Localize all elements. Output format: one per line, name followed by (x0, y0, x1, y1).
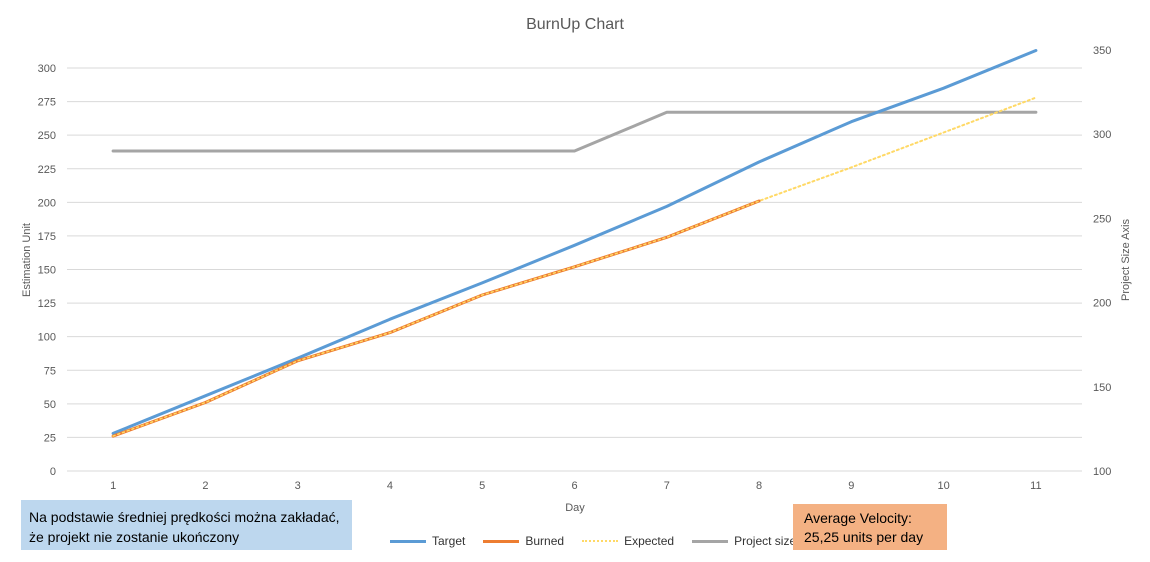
y-tick-label: 75 (44, 365, 56, 377)
legend-item-target: Target (390, 534, 465, 548)
legend-swatch (692, 539, 729, 543)
legend-label: Expected (624, 534, 675, 548)
y-tick-label: 175 (38, 231, 56, 243)
legend-swatch (483, 539, 520, 543)
x-tick-label: 9 (848, 480, 854, 492)
y2-tick-label: 100 (1093, 466, 1111, 478)
y-axis-label: Estimation Unit (21, 223, 33, 297)
legend-label: Project size (734, 534, 797, 548)
y-tick-label: 275 (38, 97, 56, 109)
x-tick-label: 4 (387, 480, 393, 492)
y-tick-label: 200 (38, 197, 56, 209)
y2-tick-label: 200 (1093, 298, 1111, 310)
legend-item-expected: Expected (582, 534, 674, 548)
legend-swatch (390, 539, 426, 543)
y-tick-label: 250 (38, 130, 56, 142)
x-tick-label: 10 (937, 480, 949, 492)
y-tick-label: 150 (38, 265, 56, 277)
x-tick-label: 6 (571, 480, 577, 492)
average-velocity-label: Average Velocity: (804, 510, 912, 526)
series-line-project-size (111, 110, 1038, 153)
legend-swatch (582, 540, 619, 542)
x-tick-label: 8 (756, 480, 762, 492)
x-tick-label: 7 (664, 480, 670, 492)
y-tick-label: 300 (38, 63, 56, 75)
x-tick-label: 5 (479, 480, 485, 492)
series-line-target (111, 49, 1038, 435)
legend-item-project-size: Project size (692, 534, 796, 548)
y2-tick-label: 250 (1093, 213, 1111, 225)
forecast-note: Na podstawie średniej prędkości można za… (21, 500, 352, 550)
legend-label: Target (432, 534, 466, 548)
y-tick-label: 50 (44, 399, 56, 411)
y2-tick-label: 300 (1093, 129, 1111, 141)
y2-tick-label: 350 (1093, 45, 1111, 57)
y-tick-label: 100 (38, 332, 56, 344)
x-tick-label: 1 (110, 480, 116, 492)
y-tick-label: 0 (50, 466, 56, 478)
chart-title: BurnUp Chart (526, 16, 624, 33)
y-tick-label: 125 (38, 298, 56, 310)
legend-label: Burned (525, 534, 565, 548)
x-tick-label: 3 (295, 480, 301, 492)
legend-item-burned: Burned (483, 534, 564, 548)
y-tick-label: 25 (44, 432, 56, 444)
average-velocity-box: Average Velocity: 25,25 units per day (793, 504, 947, 550)
x-tick-label: 2 (202, 480, 208, 492)
average-velocity-value: 25,25 units per day (804, 529, 924, 545)
forecast-note-text: Na podstawie średniej prędkości można za… (29, 509, 340, 545)
chart-legend: Target Burned Expected Project size (390, 532, 814, 550)
y2-tick-label: 150 (1093, 382, 1111, 394)
x-tick-label: 11 (1030, 480, 1041, 492)
x-axis-label: Day (565, 502, 585, 514)
series-line-burned-overlay (112, 200, 760, 437)
y2-axis-label: Project Size Axis (1120, 219, 1132, 301)
y-tick-label: 225 (38, 164, 56, 176)
